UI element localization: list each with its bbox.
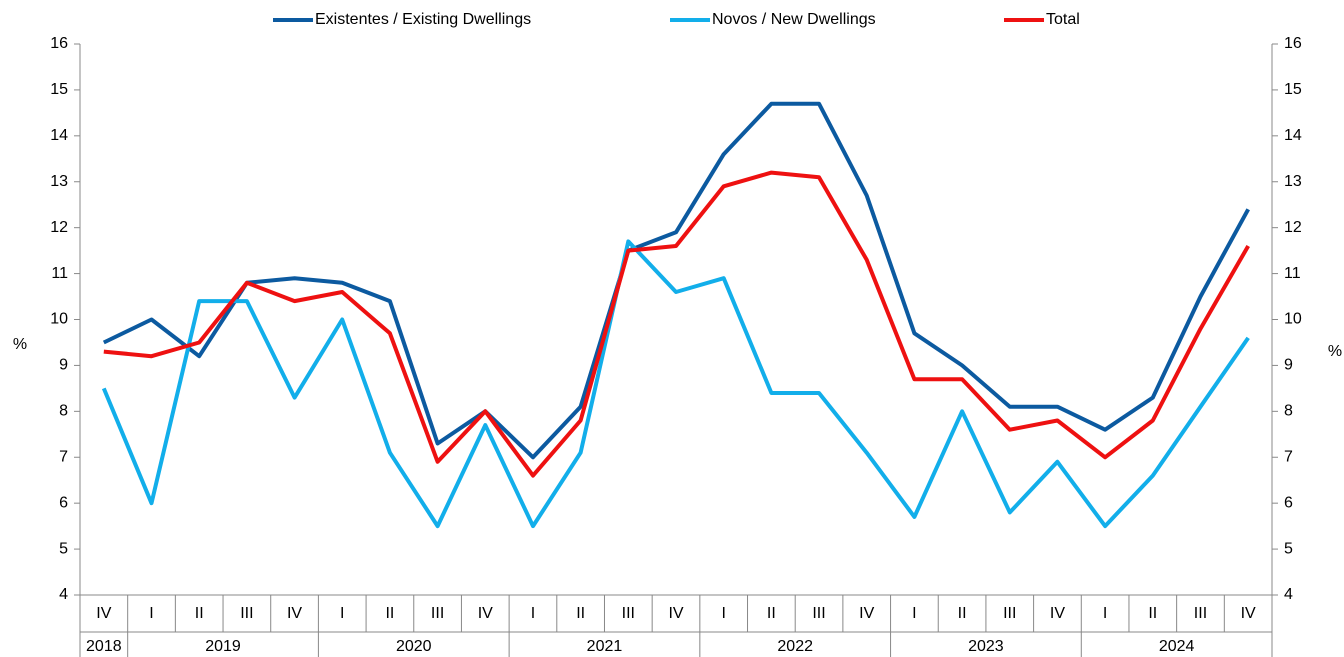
y-tick-label: 16 — [50, 35, 68, 52]
year-label: 2023 — [968, 638, 1004, 655]
y2-tick-label: 5 — [1284, 540, 1293, 557]
x-tick-label: I — [1103, 605, 1107, 622]
x-tick-label: II — [1148, 605, 1157, 622]
y2-axis-label: % — [1328, 343, 1342, 360]
year-label: 2022 — [777, 638, 813, 655]
y-tick-label: 8 — [59, 403, 68, 420]
y2-tick-label: 16 — [1284, 35, 1302, 52]
y-axis-label: % — [13, 336, 27, 353]
year-label: 2021 — [587, 638, 623, 655]
x-tick-label: III — [812, 605, 825, 622]
x-tick-label: II — [195, 605, 204, 622]
legend-label: Total — [1046, 11, 1080, 28]
x-tick-label: II — [576, 605, 585, 622]
y-tick-label: 9 — [59, 357, 68, 374]
y2-tick-label: 7 — [1284, 448, 1293, 465]
x-tick-label: II — [767, 605, 776, 622]
x-tick-label: III — [622, 605, 635, 622]
legend-label: Existentes / Existing Dwellings — [315, 11, 531, 28]
x-tick-label: IV — [287, 605, 302, 622]
y-tick-label: 10 — [50, 311, 68, 328]
y-tick-label: 4 — [59, 586, 68, 603]
year-label: 2018 — [86, 638, 122, 655]
y-tick-label: 11 — [51, 265, 68, 282]
y2-tick-label: 6 — [1284, 494, 1293, 511]
x-tick-label: IV — [859, 605, 874, 622]
year-label: 2019 — [205, 638, 241, 655]
y-tick-label: 15 — [50, 81, 68, 98]
x-tick-label: I — [531, 605, 535, 622]
legend-label: Novos / New Dwellings — [712, 11, 876, 28]
x-tick-label: IV — [1241, 605, 1256, 622]
y2-tick-label: 15 — [1284, 81, 1302, 98]
y-tick-label: 14 — [50, 127, 68, 144]
x-tick-label: I — [912, 605, 916, 622]
x-tick-label: I — [340, 605, 344, 622]
x-tick-label: IV — [96, 605, 111, 622]
y2-tick-label: 8 — [1284, 403, 1293, 420]
y2-tick-label: 10 — [1284, 311, 1302, 328]
x-tick-label: III — [1003, 605, 1016, 622]
y-tick-label: 13 — [50, 173, 68, 190]
year-label: 2024 — [1159, 638, 1195, 655]
y2-tick-label: 14 — [1284, 127, 1302, 144]
y-tick-label: 6 — [59, 494, 68, 511]
x-tick-label: III — [240, 605, 253, 622]
y-tick-label: 12 — [50, 219, 68, 236]
x-tick-label: IV — [478, 605, 493, 622]
series-line — [101, 239, 1250, 529]
x-tick-label: I — [721, 605, 725, 622]
y2-tick-label: 9 — [1284, 357, 1293, 374]
y2-tick-label: 13 — [1284, 173, 1302, 190]
x-tick-label: II — [385, 605, 394, 622]
x-tick-label: II — [958, 605, 967, 622]
y-tick-label: 7 — [59, 448, 68, 465]
y2-tick-label: 11 — [1284, 265, 1301, 282]
x-tick-label: IV — [668, 605, 683, 622]
series-line — [103, 170, 1250, 478]
x-tick-label: III — [1194, 605, 1207, 622]
y2-tick-label: 12 — [1284, 219, 1302, 236]
series-line — [102, 101, 1250, 460]
y-tick-label: 5 — [59, 540, 68, 557]
x-tick-label: III — [431, 605, 444, 622]
y2-tick-label: 4 — [1284, 586, 1293, 603]
year-label: 2020 — [396, 638, 432, 655]
x-tick-label: IV — [1050, 605, 1065, 622]
x-tick-label: I — [149, 605, 153, 622]
